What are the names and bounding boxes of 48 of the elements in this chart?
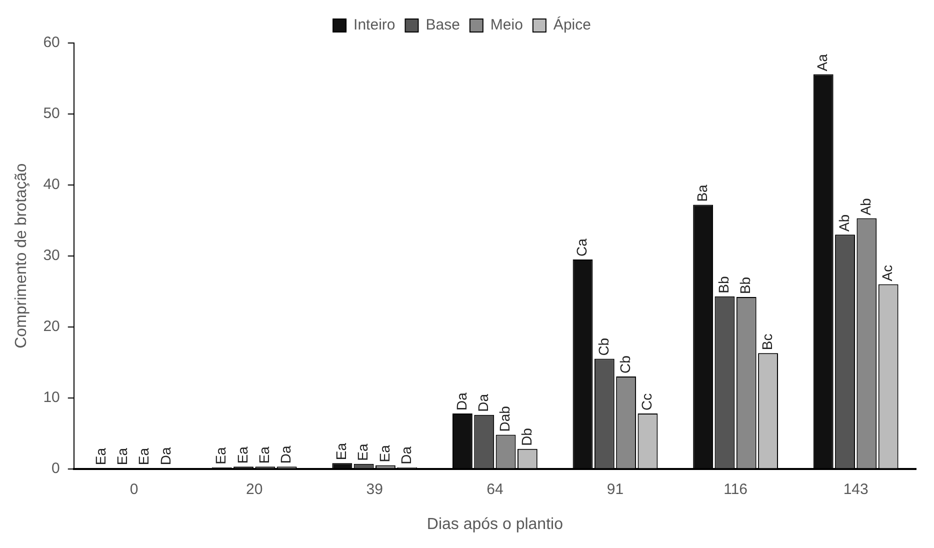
y-tick-label: 50 — [43, 105, 60, 122]
data-label: Ea — [354, 443, 371, 461]
legend-label: Inteiro — [354, 16, 396, 34]
data-label: Ea — [333, 442, 350, 460]
x-tick-label: 143 — [843, 480, 868, 498]
legend-label: Ápice — [553, 16, 591, 34]
data-label: Ea — [114, 448, 130, 466]
data-label: Db — [518, 428, 534, 446]
x-tick-label: 20 — [246, 480, 263, 498]
data-label: Ab — [836, 214, 852, 232]
y-axis-title: Comprimento de brotação — [13, 163, 30, 348]
data-label: Bc — [758, 334, 775, 350]
data-label: Ba — [694, 184, 710, 202]
data-label: Ea — [136, 448, 152, 466]
data-label: Ac — [879, 264, 896, 282]
data-label: Da — [398, 446, 414, 464]
x-tick-label: 0 — [130, 480, 138, 498]
y-tick-label: 30 — [43, 247, 60, 264]
data-label: Da — [453, 392, 470, 410]
data-label: Da — [474, 394, 491, 412]
y-tick-label: 20 — [43, 318, 60, 336]
data-label: Bb — [716, 276, 732, 294]
data-label: Ab — [858, 198, 874, 216]
data-label: Ea — [92, 448, 108, 466]
data-label: Cb — [595, 338, 612, 356]
legend-label: Base — [426, 16, 460, 34]
x-axis-title: Dias após o plantio — [426, 516, 564, 533]
data-label: Ea — [212, 447, 229, 464]
y-tick-label: 60 — [43, 34, 60, 52]
data-label: Da — [278, 446, 294, 464]
data-label: Cb — [616, 355, 633, 374]
x-tick-label: 116 — [724, 480, 748, 498]
data-label: Aa — [814, 54, 830, 72]
data-label: Bb — [737, 276, 754, 294]
legend-label: Meio — [490, 16, 523, 34]
y-tick-label: 10 — [43, 388, 60, 406]
data-label: Ca — [574, 238, 590, 256]
x-tick-label: 64 — [486, 480, 504, 498]
y-tick-label: 40 — [43, 176, 60, 194]
y-tick-label: 0 — [52, 460, 60, 477]
data-label: Ea — [234, 446, 250, 464]
data-label: Ea — [376, 444, 392, 462]
data-label: Dab — [496, 406, 513, 432]
data-label: Cc — [638, 393, 655, 410]
data-label: Da — [157, 446, 174, 466]
x-tick-label: 91 — [606, 480, 624, 498]
data-label: Ea — [256, 446, 272, 464]
x-tick-label: 39 — [366, 480, 383, 498]
